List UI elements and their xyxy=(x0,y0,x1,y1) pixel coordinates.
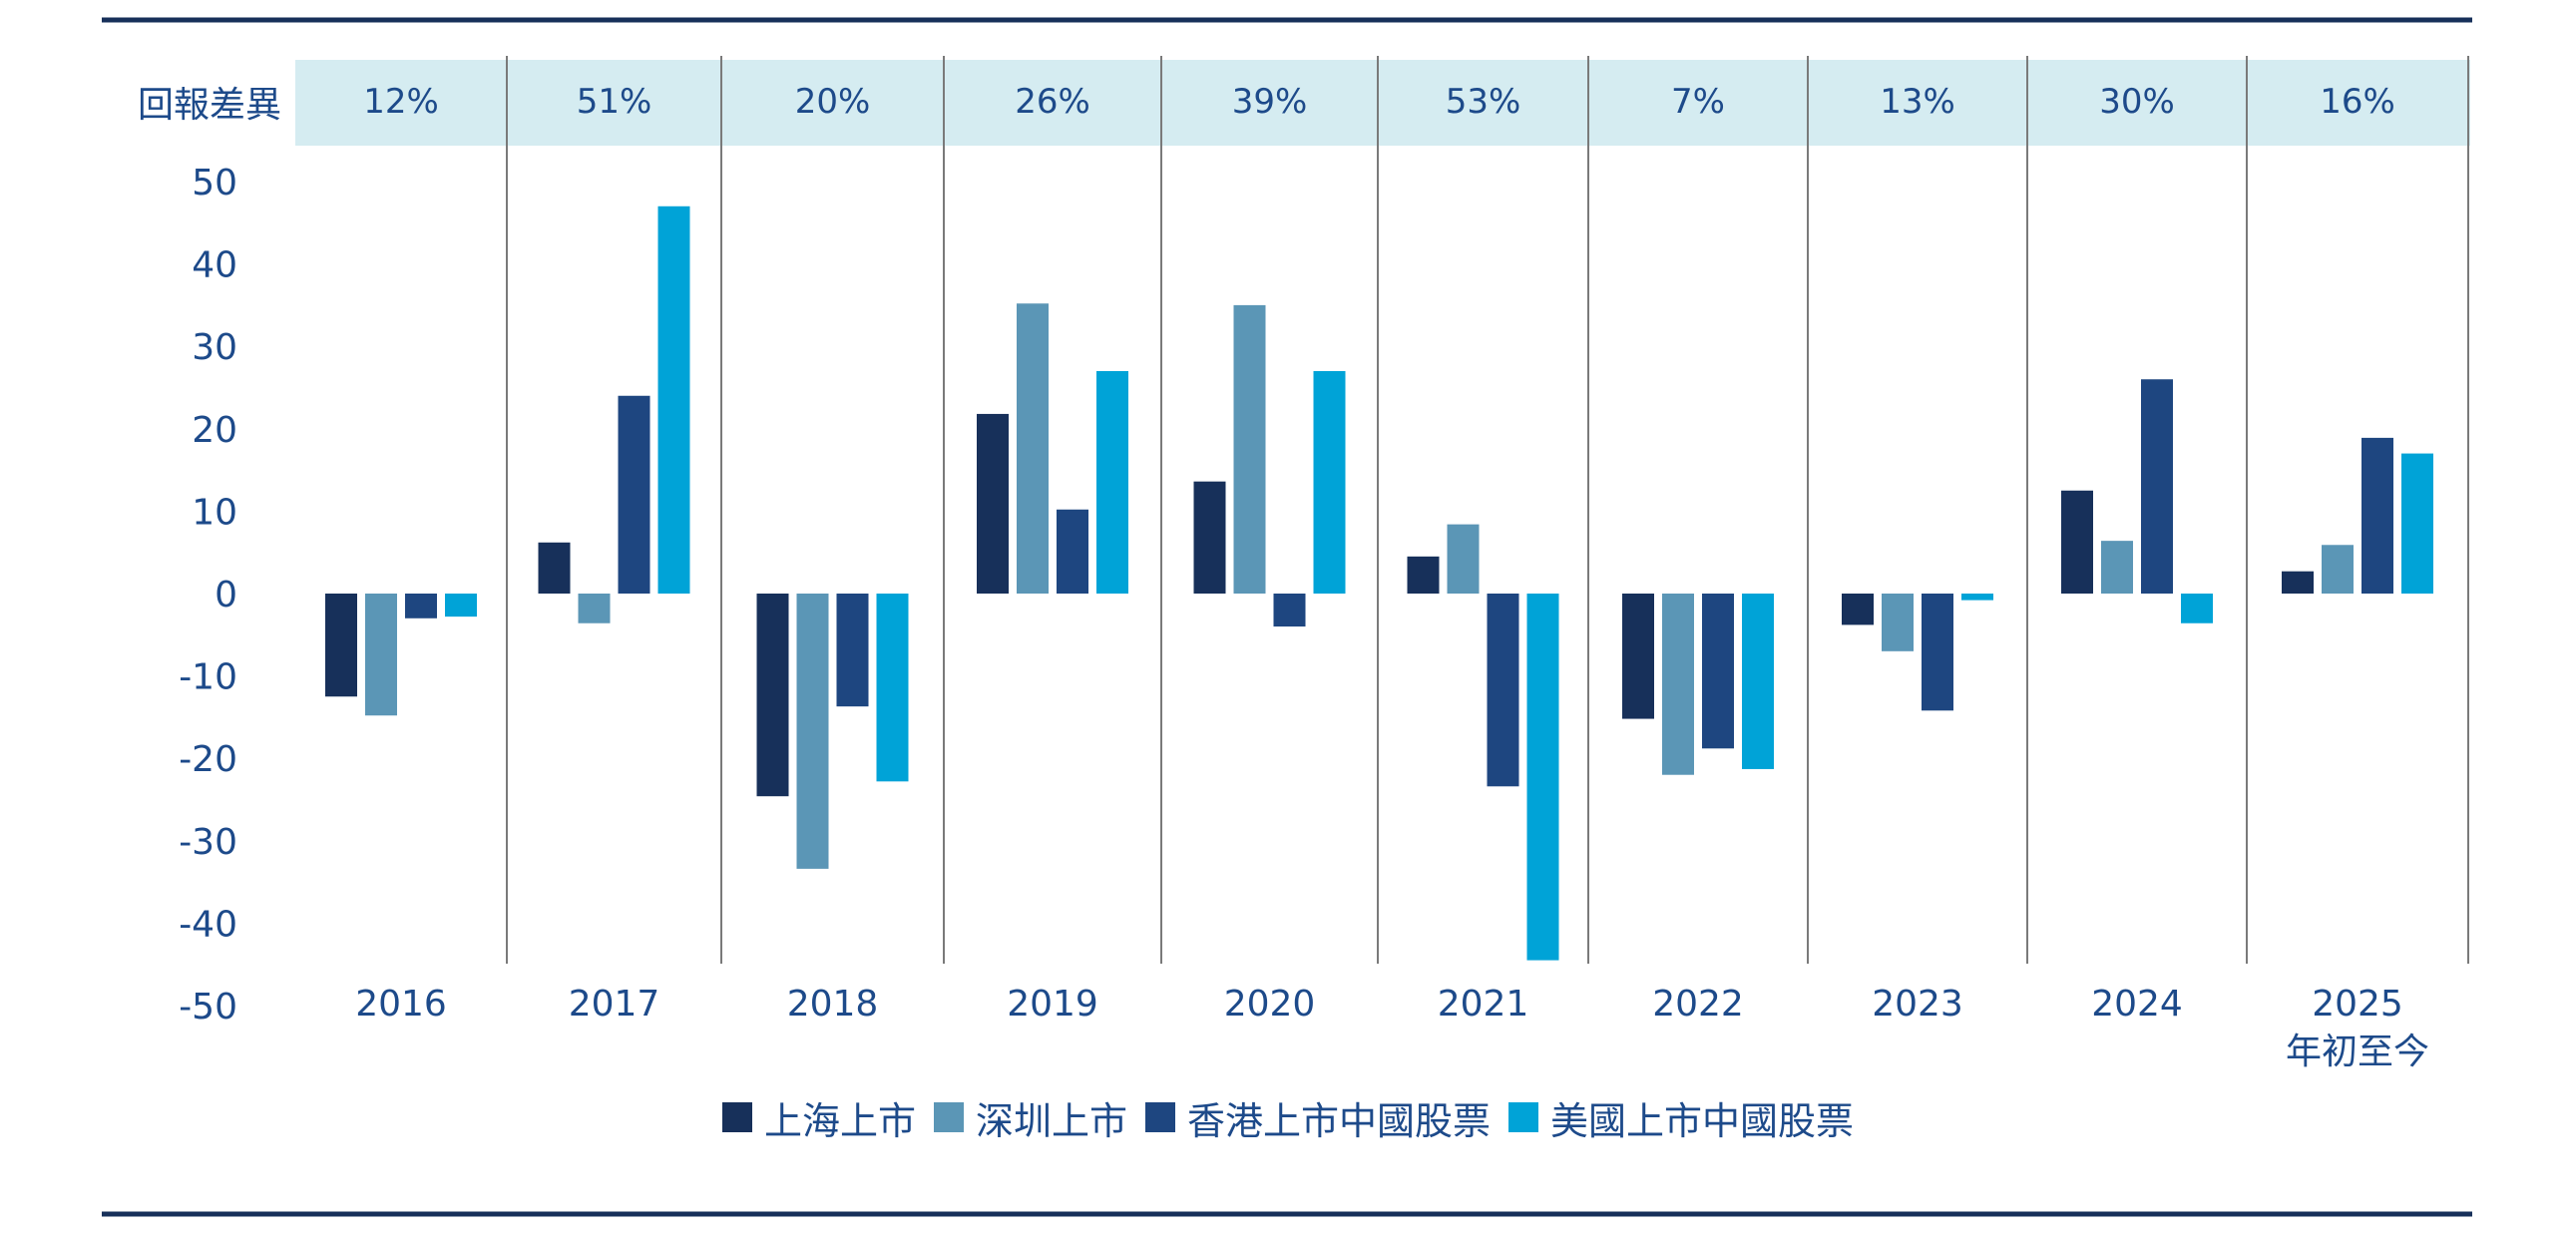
spread-value: 13% xyxy=(1880,82,1955,122)
x-tick-label: 2022 xyxy=(1652,984,1744,1025)
bar xyxy=(2322,545,2354,594)
bar xyxy=(2361,437,2393,594)
y-tick-label: -20 xyxy=(179,739,237,780)
bar xyxy=(2101,541,2133,594)
bar xyxy=(1096,370,1128,594)
legend-swatch xyxy=(721,1102,752,1132)
bar xyxy=(1922,594,1953,711)
spread-value: 20% xyxy=(795,82,871,122)
legend-label: 上海上市 xyxy=(763,1098,916,1143)
spread-value: 12% xyxy=(363,82,439,122)
x-tick-label: 2017 xyxy=(569,984,660,1025)
spread-value: 16% xyxy=(2320,82,2395,122)
y-tick-label: 0 xyxy=(215,575,237,616)
spread-value: 30% xyxy=(2099,82,2175,122)
bar xyxy=(1882,594,1914,651)
bar xyxy=(1407,556,1440,594)
spread-value: 51% xyxy=(577,82,652,122)
bar xyxy=(1273,594,1306,627)
bar xyxy=(1742,594,1774,769)
bar xyxy=(1447,524,1480,594)
legend: 上海上市 深圳上市 香港上市中國股票 美國上市中國股票 xyxy=(0,1090,2576,1145)
bar xyxy=(1961,594,1993,601)
legend-label: 深圳上市 xyxy=(975,1098,1127,1143)
bar xyxy=(325,594,357,697)
bar xyxy=(538,542,571,594)
spread-value: 26% xyxy=(1015,82,1090,122)
legend-swatch xyxy=(1145,1102,1175,1132)
bar xyxy=(977,413,1009,594)
bar xyxy=(578,594,611,623)
legend-swatch xyxy=(933,1102,964,1132)
bar xyxy=(1662,594,1694,775)
spread-value: 7% xyxy=(1671,82,1725,122)
bar xyxy=(2282,571,2314,594)
x-tick-label: 2023 xyxy=(1872,984,1963,1025)
spread-band xyxy=(295,60,2470,146)
y-tick-label: -30 xyxy=(179,822,237,863)
bar xyxy=(1057,509,1088,594)
bar xyxy=(1622,594,1654,719)
bar xyxy=(2141,379,2173,594)
spread-value: 39% xyxy=(1232,82,1308,122)
bar xyxy=(796,594,829,869)
bar xyxy=(618,395,650,594)
y-tick-label: 50 xyxy=(192,163,237,204)
x-tick-label: 2024 xyxy=(2091,984,2183,1025)
y-tick-label: -40 xyxy=(179,904,237,945)
y-tick-label: -10 xyxy=(179,657,237,698)
bar xyxy=(1702,594,1734,749)
bar xyxy=(1526,594,1559,961)
legend-item: 香港上市中國股票 xyxy=(1145,1090,1491,1145)
bar xyxy=(2401,453,2433,594)
spread-value: 53% xyxy=(1446,82,1521,122)
bar xyxy=(657,206,690,594)
x-tick-label: 2019 xyxy=(1007,984,1098,1025)
bar xyxy=(1193,481,1226,594)
x-tick-label: 2020 xyxy=(1224,984,1316,1025)
bar xyxy=(756,594,789,797)
bar xyxy=(365,594,397,716)
bar xyxy=(1233,304,1266,594)
y-tick-label: 10 xyxy=(192,492,237,533)
bar xyxy=(2181,594,2213,623)
x-tick-label: 2021 xyxy=(1438,984,1529,1025)
spread-row-label: 回報差異 xyxy=(138,85,281,126)
bar xyxy=(1487,594,1519,787)
bar xyxy=(1017,303,1049,594)
legend-swatch xyxy=(1508,1102,1539,1132)
bar xyxy=(876,594,909,782)
bar xyxy=(445,594,477,618)
y-tick-label: -50 xyxy=(179,987,237,1028)
y-tick-label: 40 xyxy=(192,245,237,286)
legend-item: 上海上市 xyxy=(721,1090,916,1145)
x-tick-label: 2018 xyxy=(787,984,879,1025)
x-tick-label: 2016 xyxy=(355,984,447,1025)
legend-label: 香港上市中國股票 xyxy=(1187,1098,1492,1143)
bar xyxy=(405,594,437,618)
bar xyxy=(1842,594,1874,625)
x-tick-label: 2025 xyxy=(2312,984,2403,1025)
bar xyxy=(836,594,869,707)
x-tick-sublabel: 年初至今 xyxy=(2286,1031,2429,1072)
legend-item: 深圳上市 xyxy=(933,1090,1127,1145)
legend-item: 美國上市中國股票 xyxy=(1508,1090,1854,1145)
y-tick-label: 30 xyxy=(192,327,237,368)
bar xyxy=(1313,370,1346,594)
bar xyxy=(2061,490,2093,594)
y-tick-label: 20 xyxy=(192,410,237,451)
legend-label: 美國上市中國股票 xyxy=(1550,1098,1855,1143)
